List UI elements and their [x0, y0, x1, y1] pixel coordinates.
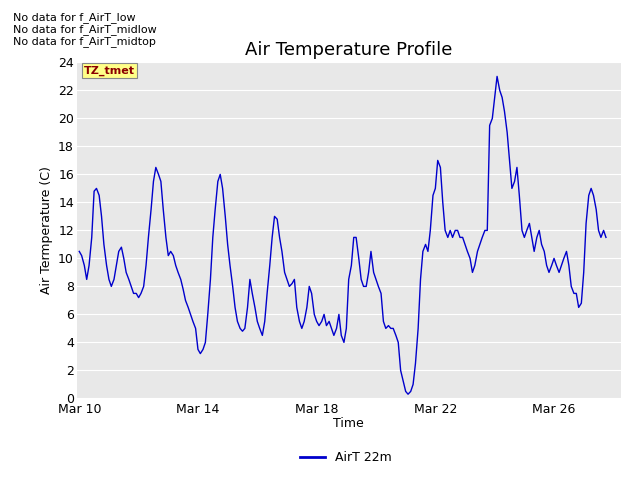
Text: No data for f_AirT_low: No data for f_AirT_low [13, 12, 136, 23]
Text: No data for f_AirT_midlow: No data for f_AirT_midlow [13, 24, 157, 35]
Text: TZ_tmet: TZ_tmet [84, 66, 135, 76]
Title: Air Temperature Profile: Air Temperature Profile [245, 41, 452, 60]
X-axis label: Time: Time [333, 417, 364, 430]
Legend: AirT 22m: AirT 22m [295, 446, 396, 469]
Text: No data for f_AirT_midtop: No data for f_AirT_midtop [13, 36, 156, 47]
Y-axis label: Air Termperature (C): Air Termperature (C) [40, 167, 52, 294]
